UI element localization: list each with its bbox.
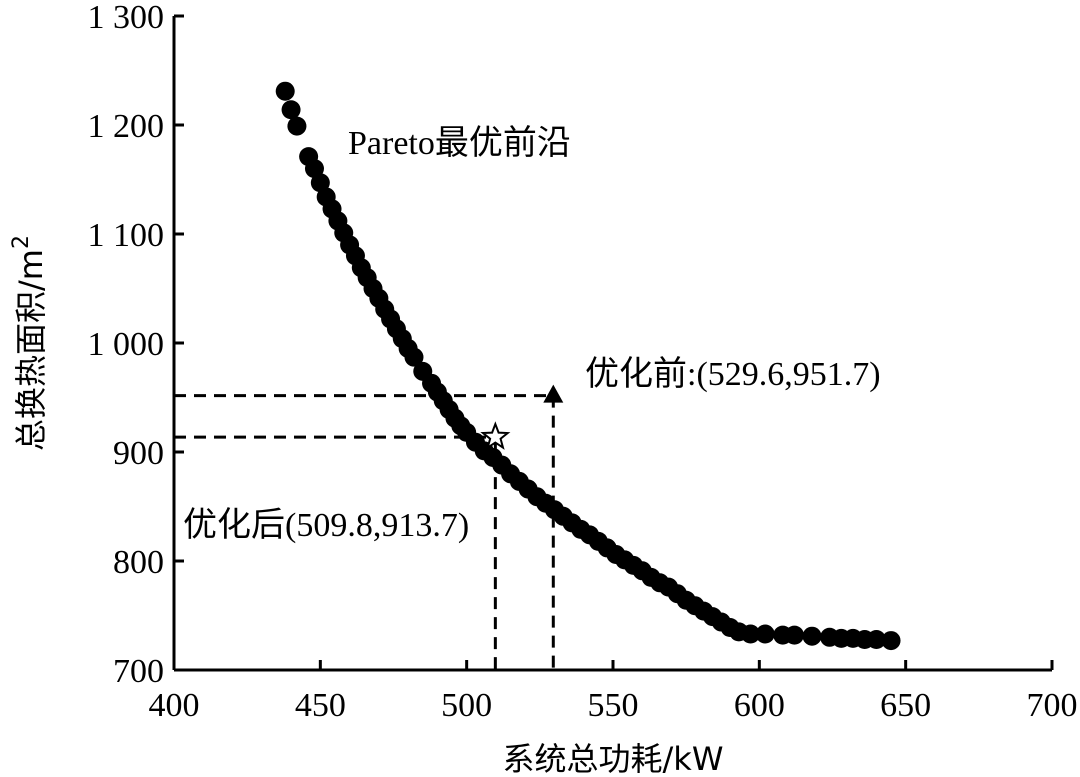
data-points (275, 81, 901, 651)
x-tick-label: 650 (880, 687, 931, 724)
y-tick-label: 1 300 (88, 0, 165, 36)
data-point (287, 116, 307, 136)
y-tick-label: 800 (113, 544, 164, 581)
x-tick-label: 700 (1027, 687, 1078, 724)
y-axis-title-superscript: 2 (9, 235, 34, 249)
plot-area (172, 16, 1052, 672)
x-axis-title: 系统总功耗/kW (503, 740, 724, 777)
x-tick-label: 550 (588, 687, 639, 724)
before-triangle-marker (543, 384, 564, 403)
data-point (881, 631, 901, 651)
x-tick-label: 450 (295, 687, 346, 724)
annotation-before-label: 优化前:(529.6,951.7) (585, 355, 881, 393)
annotation-markers (480, 384, 564, 450)
data-point (281, 100, 301, 120)
data-point (275, 81, 295, 101)
data-point (802, 626, 822, 646)
y-tick-label: 1 000 (88, 326, 165, 363)
y-axis-title-text: 总换热面积/m2 (9, 235, 50, 451)
y-axis-title-main: 总换热面积/m (12, 249, 50, 451)
y-tick-label: 900 (113, 435, 164, 472)
x-tick-label: 500 (441, 687, 492, 724)
x-tick-label: 400 (149, 687, 200, 724)
data-point (404, 347, 424, 367)
y-tick-label: 1 200 (88, 108, 165, 145)
annotation-after-label: 优化后(509.8,913.7) (183, 506, 469, 544)
x-axis-ticks: 400 450 500 550 600 650 700 (149, 660, 1078, 724)
y-axis-ticks: 700 800 900 1 000 1 100 1 200 1 300 (88, 0, 184, 690)
data-point (784, 625, 804, 645)
y-tick-label: 1 100 (88, 217, 165, 254)
y-axis-title: 总换热面积/m2 (9, 235, 50, 451)
guide-lines (174, 394, 555, 670)
after-star-marker (480, 421, 511, 450)
data-point (741, 624, 761, 644)
data-point (866, 629, 886, 649)
data-point (755, 624, 775, 644)
series-label: Pareto最优前沿 (348, 124, 571, 162)
y-tick-label: 700 (113, 653, 164, 690)
x-tick-label: 600 (734, 687, 785, 724)
